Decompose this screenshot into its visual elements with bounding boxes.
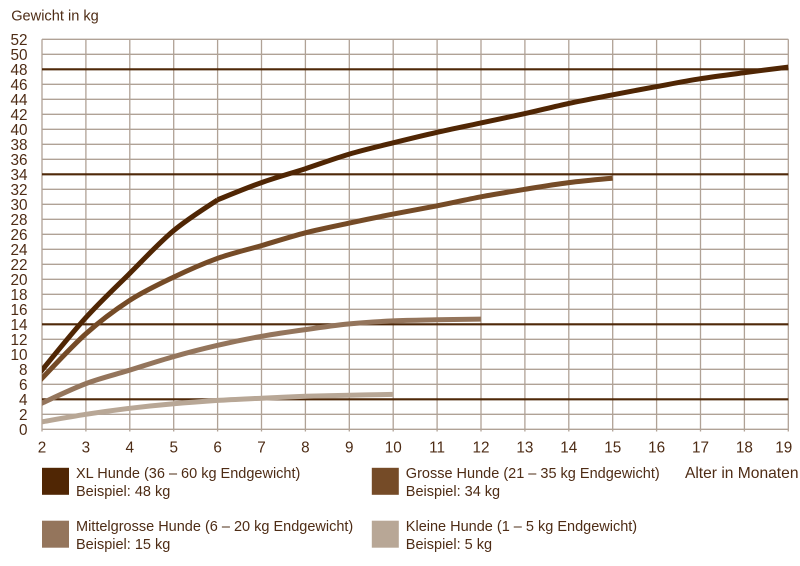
- svg-text:Mittelgrosse Hunde (6 – 20 kg: Mittelgrosse Hunde (6 – 20 kg Endgewicht…: [76, 519, 353, 535]
- svg-text:11: 11: [429, 440, 445, 457]
- svg-text:2: 2: [38, 440, 47, 457]
- svg-text:10: 10: [10, 347, 27, 364]
- svg-text:24: 24: [10, 242, 28, 259]
- svg-text:50: 50: [10, 47, 27, 64]
- svg-text:6: 6: [213, 440, 222, 457]
- svg-text:10: 10: [385, 440, 402, 457]
- svg-text:Beispiel: 15 kg: Beispiel: 15 kg: [76, 537, 170, 553]
- svg-text:12: 12: [472, 440, 489, 457]
- svg-text:28: 28: [10, 212, 27, 229]
- svg-text:Gewicht in kg: Gewicht in kg: [11, 9, 99, 25]
- svg-text:Alter in Monaten: Alter in Monaten: [685, 465, 799, 482]
- svg-text:Beispiel: 48 kg: Beispiel: 48 kg: [76, 484, 170, 500]
- svg-text:Kleine Hunde (1 – 5 kg Endgewi: Kleine Hunde (1 – 5 kg Endgewicht): [406, 519, 637, 535]
- svg-text:15: 15: [604, 440, 621, 457]
- svg-text:22: 22: [10, 257, 27, 274]
- svg-text:14: 14: [10, 317, 28, 334]
- svg-text:19: 19: [775, 440, 792, 457]
- svg-text:16: 16: [648, 440, 665, 457]
- svg-text:13: 13: [516, 440, 533, 457]
- svg-text:5: 5: [169, 440, 178, 457]
- svg-text:32: 32: [10, 182, 27, 199]
- svg-text:48: 48: [10, 62, 27, 79]
- svg-text:7: 7: [257, 440, 266, 457]
- svg-text:4: 4: [126, 440, 135, 457]
- svg-text:6: 6: [19, 377, 28, 394]
- svg-text:44: 44: [10, 92, 28, 109]
- svg-text:38: 38: [10, 137, 27, 154]
- svg-text:34: 34: [10, 167, 28, 184]
- svg-text:9: 9: [345, 440, 354, 457]
- svg-text:46: 46: [10, 77, 27, 94]
- svg-text:14: 14: [560, 440, 578, 457]
- svg-text:18: 18: [736, 440, 753, 457]
- svg-text:52: 52: [10, 32, 27, 49]
- svg-text:2: 2: [19, 407, 28, 424]
- svg-text:8: 8: [301, 440, 310, 457]
- svg-text:4: 4: [19, 392, 28, 409]
- svg-text:Beispiel: 5 kg: Beispiel: 5 kg: [406, 537, 492, 553]
- svg-text:18: 18: [10, 287, 27, 304]
- svg-text:40: 40: [10, 122, 27, 139]
- svg-text:16: 16: [10, 302, 27, 319]
- svg-text:26: 26: [10, 227, 27, 244]
- svg-text:Grosse Hunde (21 – 35 kg Endge: Grosse Hunde (21 – 35 kg Endgewicht): [406, 466, 660, 482]
- svg-text:42: 42: [10, 107, 27, 124]
- svg-text:30: 30: [10, 197, 27, 214]
- svg-text:12: 12: [10, 332, 27, 349]
- svg-text:8: 8: [19, 362, 28, 379]
- svg-text:20: 20: [10, 272, 27, 289]
- svg-text:XL Hunde (36 – 60 kg Endgewich: XL Hunde (36 – 60 kg Endgewicht): [76, 466, 300, 482]
- svg-text:0: 0: [19, 422, 28, 439]
- svg-text:17: 17: [692, 440, 709, 457]
- svg-text:36: 36: [10, 152, 27, 169]
- svg-text:Beispiel: 34 kg: Beispiel: 34 kg: [406, 484, 500, 500]
- svg-text:3: 3: [82, 440, 91, 457]
